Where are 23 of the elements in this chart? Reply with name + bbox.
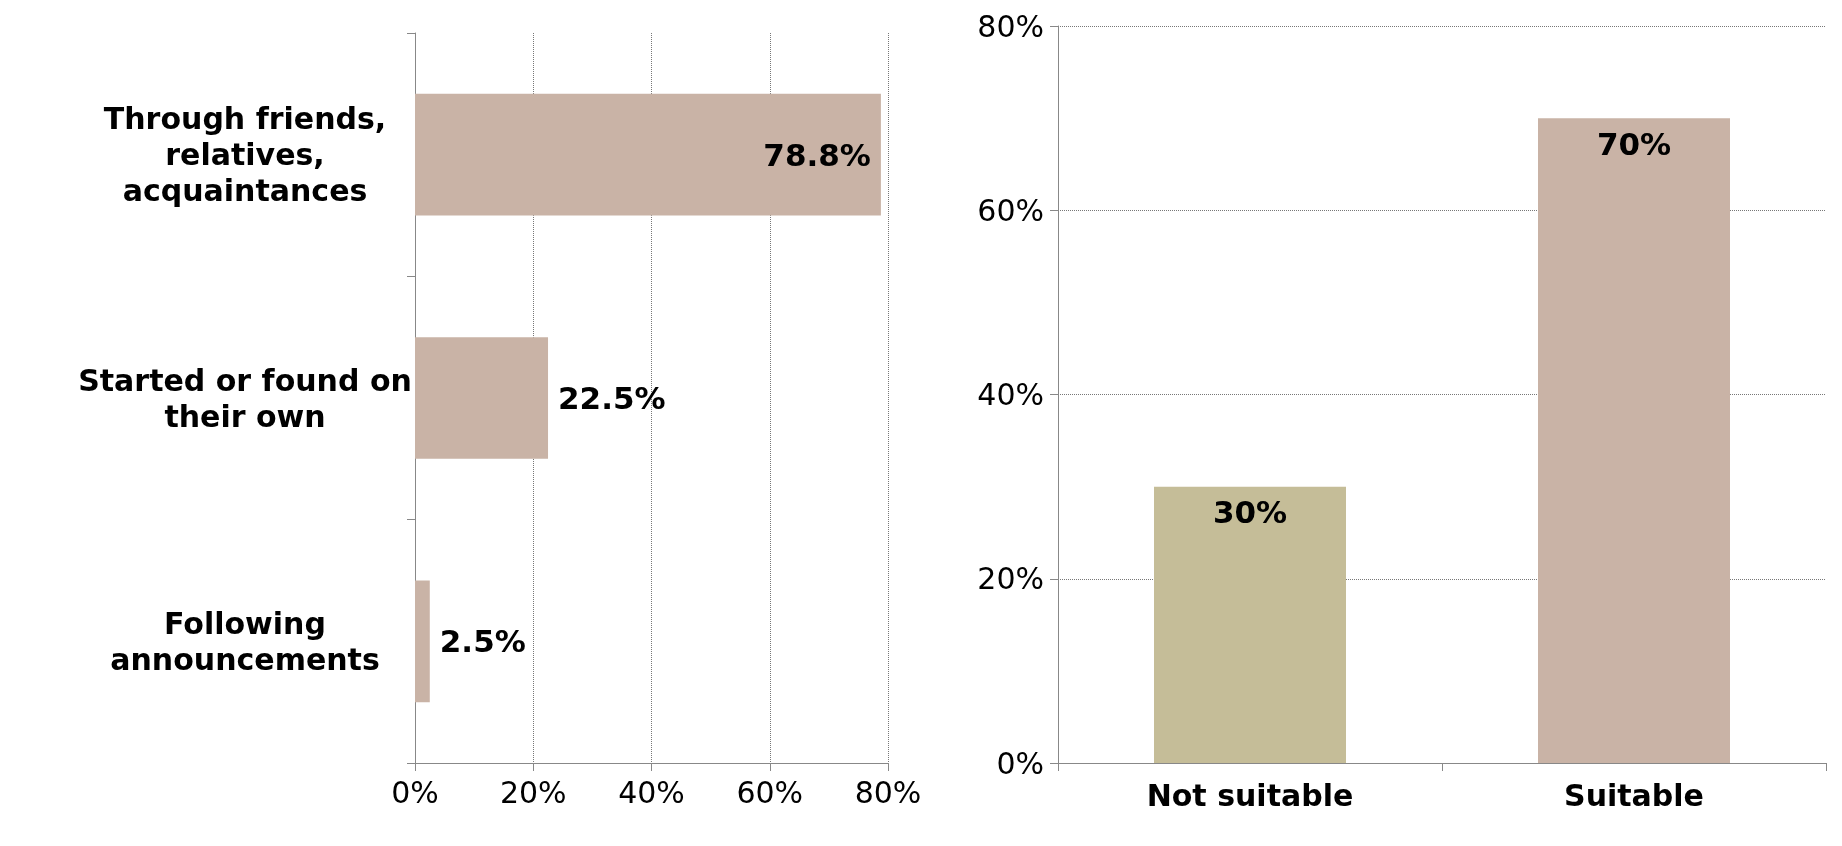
bar [415, 93, 881, 216]
x-tick-label: 80% [854, 774, 922, 810]
y-tick-label: 40% [977, 377, 1044, 412]
y-tick-label: 20% [977, 561, 1044, 597]
data-label: 70% [1596, 125, 1672, 162]
x-tick-label: Not suitable [1146, 777, 1354, 813]
data-label: 2.5% [439, 623, 526, 660]
data-label: 78.8% [763, 136, 871, 173]
y-tick-label: Following announcements [110, 605, 380, 677]
x-tick-label: 0% [391, 774, 439, 810]
bar [415, 580, 430, 703]
x-tick-label: 40% [618, 774, 685, 810]
y-tick-label: Started or found on their own [78, 362, 412, 434]
y-tick-label: 80% [977, 8, 1044, 44]
x-tick-label: 20% [499, 774, 567, 810]
x-tick-label: 60% [736, 774, 804, 810]
bar [415, 337, 549, 459]
y-tick-label: 0% [996, 745, 1044, 781]
y-tick-label: 60% [977, 192, 1044, 228]
x-tick-label: Suitable [1564, 777, 1704, 813]
data-label: 30% [1212, 494, 1288, 531]
y-tick-label: Through friends, relatives, acquaintances [103, 101, 387, 209]
data-label: 22.5% [558, 380, 666, 416]
